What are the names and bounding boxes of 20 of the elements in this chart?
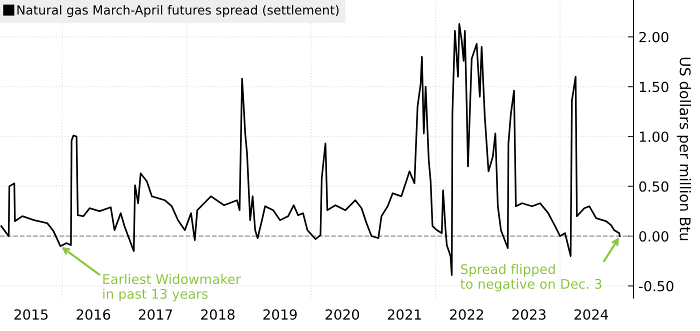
x-tick-label: 2017 xyxy=(138,309,172,320)
annotation: Earliest Widowmaker in past 13 years xyxy=(103,274,241,302)
x-tick-label: 2024 xyxy=(574,309,608,320)
x-tick-label: 2015 xyxy=(14,309,48,320)
x-tick-label: 2020 xyxy=(326,309,360,320)
x-tick-label: 2016 xyxy=(76,309,110,320)
x-tick-label: 2022 xyxy=(450,309,484,320)
y-tick-label: -0.50 xyxy=(639,280,674,292)
y-tick-label: 0.00 xyxy=(639,231,668,242)
x-tick-label: 2019 xyxy=(263,309,297,320)
x-tick-label: 2018 xyxy=(201,309,235,320)
y-axis-title: US dollars per million Btu xyxy=(676,58,691,240)
x-tick-label: 2023 xyxy=(512,309,546,320)
y-tick-label: 0.50 xyxy=(639,181,668,192)
legend-label: Natural gas March-April futures spread (settlement) xyxy=(17,5,339,18)
x-tick-label: 2021 xyxy=(388,309,421,320)
y-tick-label: 2.00 xyxy=(639,32,668,42)
y-tick-label: 1.00 xyxy=(640,131,668,142)
annotation: Spread flipped to negative on Dec. 3 xyxy=(460,264,602,292)
y-tick-label: 1.50 xyxy=(640,82,668,92)
